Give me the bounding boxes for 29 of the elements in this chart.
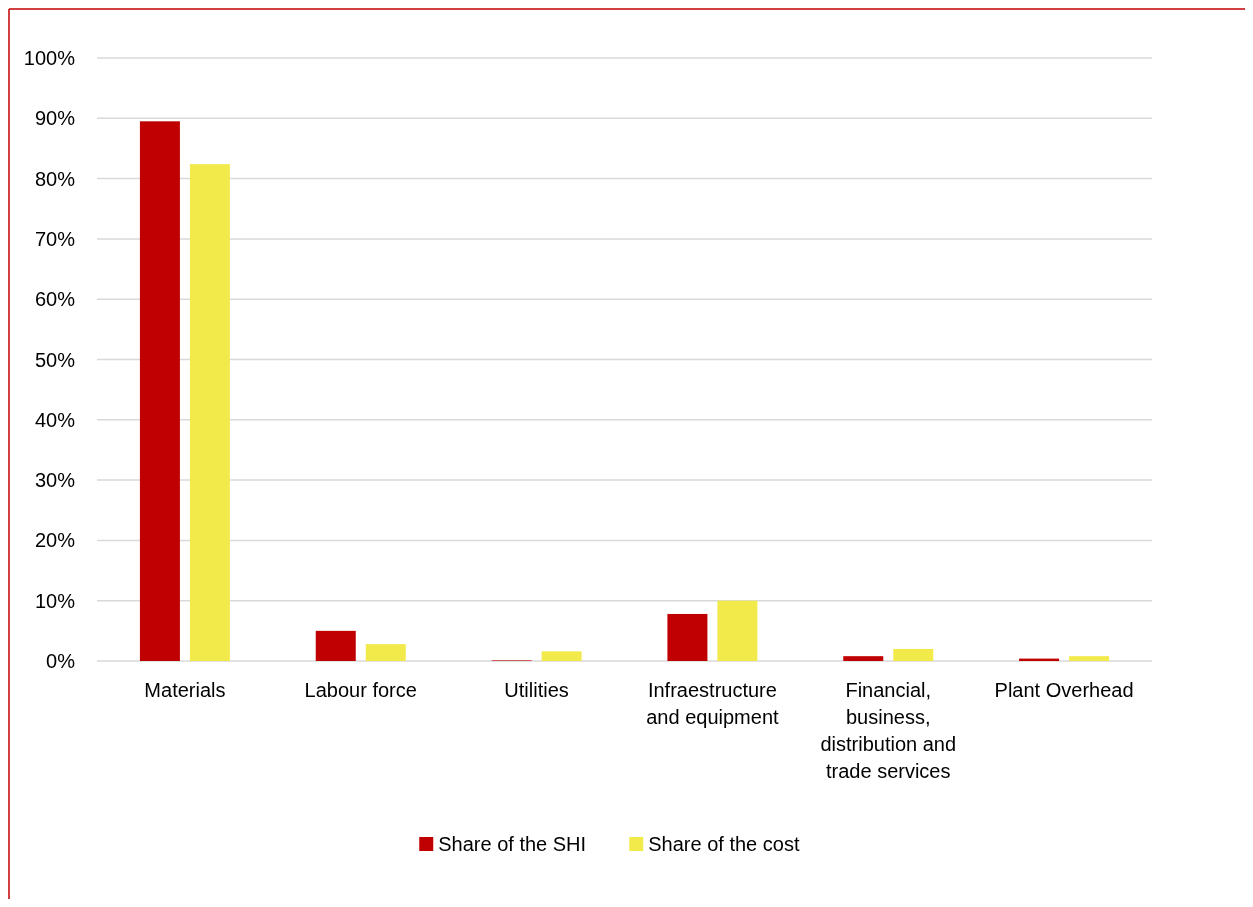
y-tick-label: 100% (23, 47, 76, 69)
bar (717, 600, 758, 661)
x-tick-label: Utilities (504, 679, 569, 701)
bar (1069, 656, 1110, 661)
y-tick-label: 60% (34, 288, 76, 311)
bar (139, 121, 180, 661)
y-tick-label: 10% (34, 589, 76, 612)
bar (893, 648, 934, 661)
x-tick-label: Labour force (304, 679, 417, 701)
bar (365, 644, 406, 661)
x-tick-label: Financial, business, distribution and trade services (820, 679, 957, 782)
legend-label: Share of the cost (648, 833, 800, 855)
x-tick-label: Materials (144, 679, 226, 701)
y-tick-label: 80% (34, 167, 76, 190)
bar (667, 613, 708, 661)
legend-label: Share of the SHI (438, 833, 587, 855)
y-tick-label: 40% (34, 408, 76, 431)
y-tick-label: 90% (34, 107, 76, 130)
y-tick-label: 30% (34, 469, 76, 492)
bar (843, 656, 884, 661)
bar (541, 651, 582, 661)
y-tick-label: 20% (34, 529, 76, 552)
y-tick-label: 0% (46, 650, 76, 672)
bar (189, 164, 230, 661)
bar (315, 630, 356, 661)
y-tick-label: 70% (34, 227, 76, 250)
x-tick-label: Infraestructure and equipment (646, 679, 780, 728)
x-tick-label: Plant Overhead (994, 679, 1134, 701)
y-tick-label: 50% (34, 348, 76, 371)
